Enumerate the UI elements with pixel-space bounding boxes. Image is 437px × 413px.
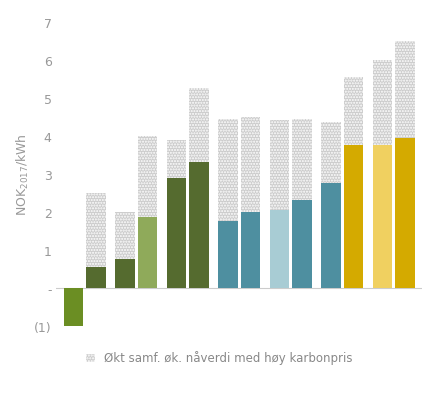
Bar — [321, 123, 340, 184]
Bar — [115, 212, 135, 260]
Bar — [344, 78, 363, 146]
Bar — [270, 210, 289, 288]
Bar — [86, 193, 106, 267]
Bar — [292, 119, 312, 201]
Bar — [138, 136, 157, 218]
Bar — [115, 260, 135, 288]
Bar — [166, 140, 186, 178]
Bar — [189, 89, 209, 163]
Legend: Økt samf. øk. nåverdi med høy karbonpris: Økt samf. øk. nåverdi med høy karbonpris — [80, 346, 357, 369]
Bar — [395, 42, 415, 138]
Bar — [63, 288, 83, 326]
Bar — [241, 117, 260, 212]
Bar — [344, 146, 363, 288]
Bar — [189, 163, 209, 288]
Bar — [166, 178, 186, 288]
Bar — [241, 212, 260, 288]
Bar — [86, 267, 106, 288]
Bar — [395, 138, 415, 288]
Bar — [218, 222, 238, 288]
Bar — [373, 146, 392, 288]
Bar — [270, 121, 289, 210]
Bar — [138, 218, 157, 288]
Bar — [292, 201, 312, 288]
Bar — [321, 184, 340, 288]
Y-axis label: NOK$_{2017}$/kWh: NOK$_{2017}$/kWh — [15, 133, 31, 216]
Bar — [218, 119, 238, 222]
Bar — [373, 60, 392, 146]
